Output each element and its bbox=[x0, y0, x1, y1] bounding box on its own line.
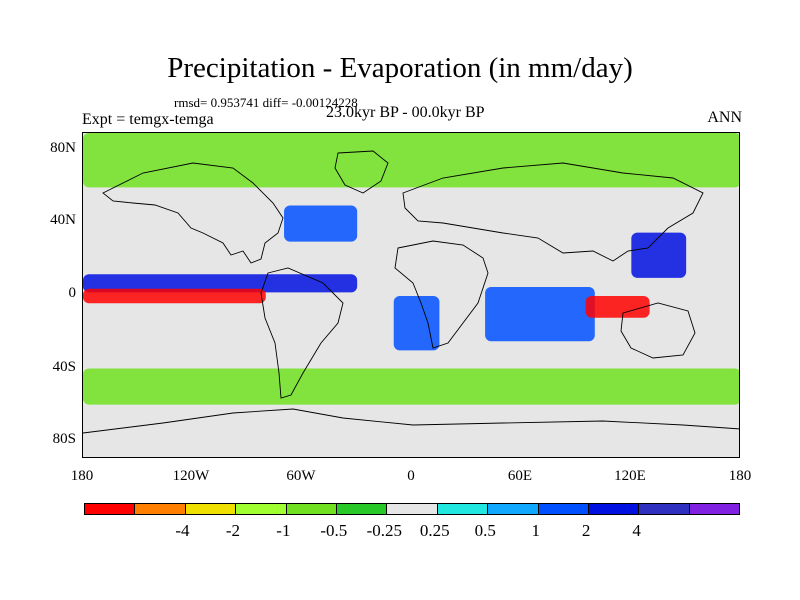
lat-tick-0: 0 bbox=[68, 285, 77, 301]
coastline-south-america bbox=[260, 267, 344, 399]
pe-field-layer bbox=[83, 133, 739, 405]
period-label: 23.0kyr BP - 00.0kyr BP bbox=[326, 104, 485, 121]
figure-title: Precipitation - Evaporation (in mm/day) bbox=[167, 52, 633, 84]
colorbar-label: -2 bbox=[225, 521, 240, 540]
lat-tick-40n: 40N bbox=[50, 212, 76, 228]
coastline-north-america bbox=[102, 162, 284, 264]
lon-tick-120w: 120W bbox=[172, 468, 210, 484]
colorbar-swatch bbox=[85, 504, 136, 514]
colorbar-swatch bbox=[185, 504, 237, 514]
lat-tick-40s: 40S bbox=[52, 359, 76, 375]
colorbar-label: -0.5 bbox=[320, 521, 348, 540]
lon-tick-0: 0 bbox=[407, 468, 415, 484]
field-west-pacific-wet bbox=[631, 232, 687, 278]
season-label: ANN bbox=[707, 109, 742, 126]
field-indian-ocean-wet bbox=[485, 286, 595, 342]
colorbar-label: 1 bbox=[531, 521, 540, 540]
lon-tick-180w: 180 bbox=[70, 468, 94, 484]
colorbar-swatch bbox=[488, 504, 539, 514]
field-maritime-continent-dry bbox=[585, 296, 650, 318]
colorbar-swatch bbox=[236, 504, 287, 514]
colorbar-swatch bbox=[387, 504, 438, 514]
colorbar-label: 4 bbox=[632, 521, 641, 540]
coastline-greenland bbox=[334, 150, 389, 194]
field-equatorial-pacific-dry-band bbox=[83, 288, 266, 304]
field-north-atlantic-wet bbox=[284, 205, 358, 242]
colorbar-swatch bbox=[639, 504, 690, 514]
experiment-label: Expt = temgx-temga bbox=[82, 111, 214, 128]
colorbar-label: -4 bbox=[175, 521, 190, 540]
field-southern-ocean-green bbox=[83, 368, 739, 405]
field-south-atlantic-wet bbox=[393, 296, 440, 351]
colorbar-swatch bbox=[588, 504, 640, 514]
lon-tick-180e: 180 bbox=[728, 468, 752, 484]
colorbar-swatch bbox=[538, 504, 589, 514]
map-plot bbox=[82, 132, 740, 458]
colorbar-swatch bbox=[286, 504, 337, 514]
colorbar-label: 0.5 bbox=[474, 521, 496, 540]
coastlines bbox=[83, 150, 739, 434]
lon-tick-120e: 120E bbox=[614, 468, 646, 484]
stats-text: rmsd= 0.953741 diff= -0.00124228 bbox=[174, 95, 358, 110]
colorbar-swatch bbox=[689, 504, 740, 514]
map-canvas bbox=[83, 133, 739, 434]
field-equatorial-pacific-wet-band bbox=[83, 274, 358, 293]
coastline-australia bbox=[620, 302, 696, 359]
lat-tick-80n: 80N bbox=[50, 140, 76, 156]
lat-tick-80s: 80S bbox=[52, 431, 76, 447]
colorbar bbox=[84, 503, 740, 515]
colorbar-swatch bbox=[437, 504, 489, 514]
coastline-eurasia bbox=[402, 162, 704, 262]
field-arctic-green bbox=[83, 133, 739, 188]
colorbar-label: -0.25 bbox=[366, 521, 402, 540]
colorbar-swatch bbox=[135, 504, 186, 514]
colorbar-label: 0.25 bbox=[419, 521, 450, 540]
colorbar-label: -1 bbox=[276, 521, 291, 540]
colorbar-swatch bbox=[336, 504, 388, 514]
coastline-africa bbox=[394, 240, 489, 349]
coastline-antarctica bbox=[83, 408, 739, 434]
lon-tick-60w: 60W bbox=[286, 468, 316, 484]
lon-tick-60e: 60E bbox=[507, 468, 533, 484]
colorbar-label: 2 bbox=[581, 521, 591, 540]
